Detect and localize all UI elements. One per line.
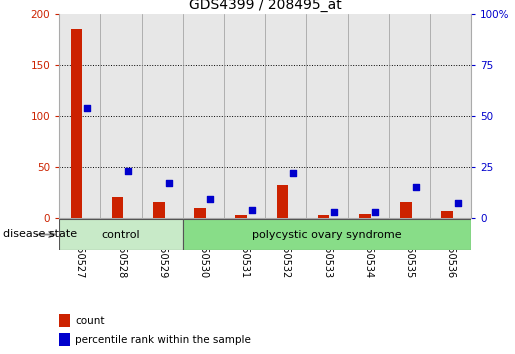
- Bar: [59, 314, 70, 327]
- Bar: [183, 14, 224, 218]
- Point: [453, 201, 461, 206]
- Point: [82, 105, 91, 110]
- Point: [371, 209, 379, 215]
- FancyBboxPatch shape: [59, 219, 183, 250]
- Point: [247, 207, 255, 212]
- Text: control: control: [102, 229, 140, 240]
- Bar: [359, 214, 370, 218]
- Bar: [348, 14, 389, 218]
- Point: [206, 196, 214, 202]
- Bar: [142, 14, 183, 218]
- Bar: [153, 202, 164, 218]
- Bar: [112, 198, 123, 218]
- Point: [412, 184, 420, 190]
- Text: disease state: disease state: [3, 229, 77, 239]
- Bar: [389, 14, 430, 218]
- Title: GDS4399 / 208495_at: GDS4399 / 208495_at: [189, 0, 341, 12]
- Bar: [224, 14, 265, 218]
- Bar: [235, 215, 247, 218]
- Bar: [59, 333, 70, 346]
- Bar: [59, 14, 100, 218]
- Bar: [100, 14, 142, 218]
- Bar: [265, 14, 306, 218]
- Bar: [318, 215, 329, 218]
- Point: [288, 170, 297, 176]
- Text: polycystic ovary syndrome: polycystic ovary syndrome: [252, 229, 402, 240]
- Bar: [306, 14, 348, 218]
- Bar: [194, 207, 205, 218]
- Text: percentile rank within the sample: percentile rank within the sample: [75, 335, 251, 345]
- Bar: [430, 14, 471, 218]
- Point: [165, 180, 173, 186]
- Bar: [441, 211, 453, 218]
- Bar: [71, 29, 82, 218]
- Text: count: count: [75, 316, 105, 326]
- Bar: [400, 202, 411, 218]
- Point: [330, 209, 338, 215]
- Bar: [277, 185, 288, 218]
- Point: [124, 168, 132, 174]
- FancyBboxPatch shape: [183, 219, 471, 250]
